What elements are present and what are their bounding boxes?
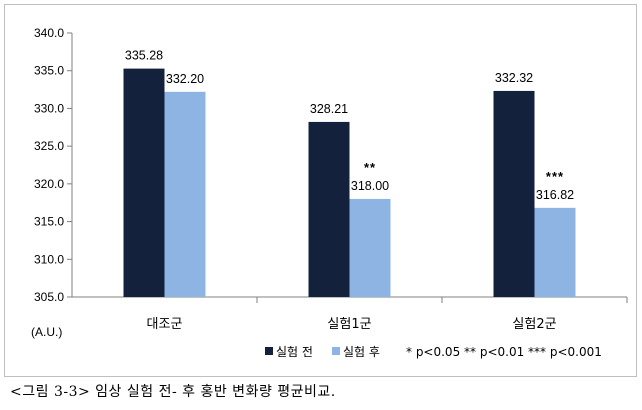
bar: [534, 207, 576, 297]
bar-chart: 305.0 310.0 315.0 320.0 325.0 330.0 335.0 340.0…: [31, 26, 628, 359]
data-label: 335.28: [125, 49, 163, 63]
y-tick-label: 305.0: [34, 290, 64, 304]
significance-marker: **: [364, 160, 376, 175]
data-label: 332.32: [495, 71, 533, 85]
x-category-label: 실험1군: [327, 317, 371, 332]
significance-marker: ***: [546, 169, 564, 184]
data-label: 328.21: [310, 102, 348, 116]
bar: [123, 68, 165, 297]
bar: [308, 121, 350, 297]
x-category-label: 실험2군: [512, 317, 556, 332]
data-label: 316.82: [536, 188, 574, 202]
legend-significance-note: * p<0.05 ** p<0.01 *** p<0.001: [406, 345, 602, 359]
y-tick-label: 330.0: [34, 101, 64, 115]
y-tick-label: 320.0: [34, 177, 64, 191]
data-label: 332.20: [166, 72, 204, 86]
bar: [164, 91, 206, 297]
chart-frame: 305.0 310.0 315.0 320.0 325.0 330.0 335.0 340.0…: [4, 4, 637, 377]
legend-label: 실험 후: [343, 345, 380, 359]
y-tick-label: 315.0: [34, 215, 64, 229]
y-tick-label: 335.0: [34, 64, 64, 78]
figure-caption: <그림 3-3> 임상 실험 전- 후 홍반 변화량 평균비교.: [10, 384, 336, 400]
y-tick-label: 325.0: [34, 139, 64, 153]
y-tick-label: 310.0: [34, 252, 64, 266]
bar: [349, 198, 391, 297]
bar: [493, 90, 535, 298]
y-tick-label: 340.0: [34, 26, 64, 40]
legend-swatch: [265, 347, 273, 355]
x-category-label: 대조군: [147, 317, 183, 332]
legend-label: 실험 전: [276, 345, 313, 359]
data-label: 318.00: [351, 179, 389, 193]
legend-swatch: [332, 347, 340, 355]
y-axis-unit-label: (A.U.): [31, 325, 62, 339]
